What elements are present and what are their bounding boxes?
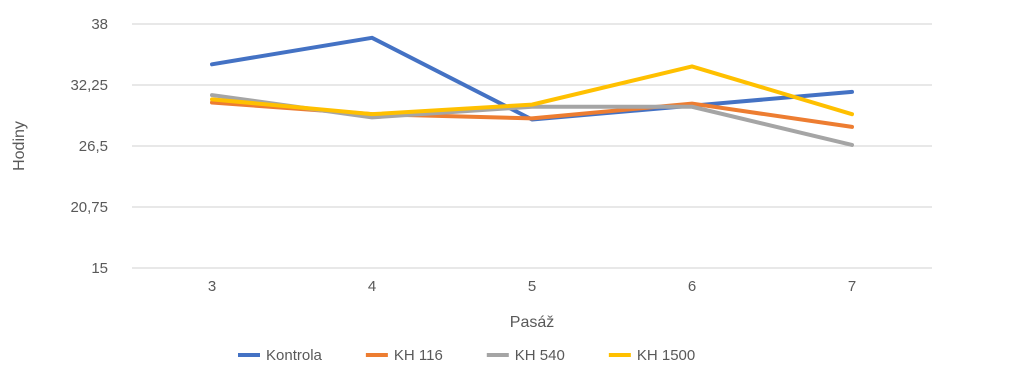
series-lines	[210, 35, 854, 147]
y-tick-label: 26,5	[79, 138, 108, 155]
y-axis-tick-labels: 15 20,75 26,5 32,25 38	[70, 16, 108, 277]
y-tick-label: 15	[91, 260, 108, 277]
legend: Kontrola KH 116 KH 540 KH 1500	[238, 347, 695, 364]
x-tick-label: 5	[528, 278, 536, 295]
gridlines	[132, 23, 932, 269]
y-tick-label: 20,75	[70, 199, 108, 216]
x-axis-title: Pasáž	[510, 314, 554, 331]
legend-label-kontrola: Kontrola	[266, 347, 323, 364]
y-tick-label: 32,25	[70, 77, 108, 94]
x-tick-label: 3	[208, 278, 216, 295]
series-line-kh-1500	[210, 64, 854, 117]
x-tick-label: 7	[848, 278, 856, 295]
legend-label-kh-116: KH 116	[394, 347, 443, 364]
y-tick-label: 38	[91, 16, 108, 33]
legend-label-kh-1500: KH 1500	[637, 347, 695, 364]
x-tick-label: 4	[368, 278, 376, 295]
x-axis-tick-labels: 3 4 5 6 7	[208, 278, 856, 295]
legend-label-kh-540: KH 540	[515, 347, 565, 364]
y-axis-title: Hodiny	[11, 121, 28, 171]
x-tick-label: 6	[688, 278, 696, 295]
